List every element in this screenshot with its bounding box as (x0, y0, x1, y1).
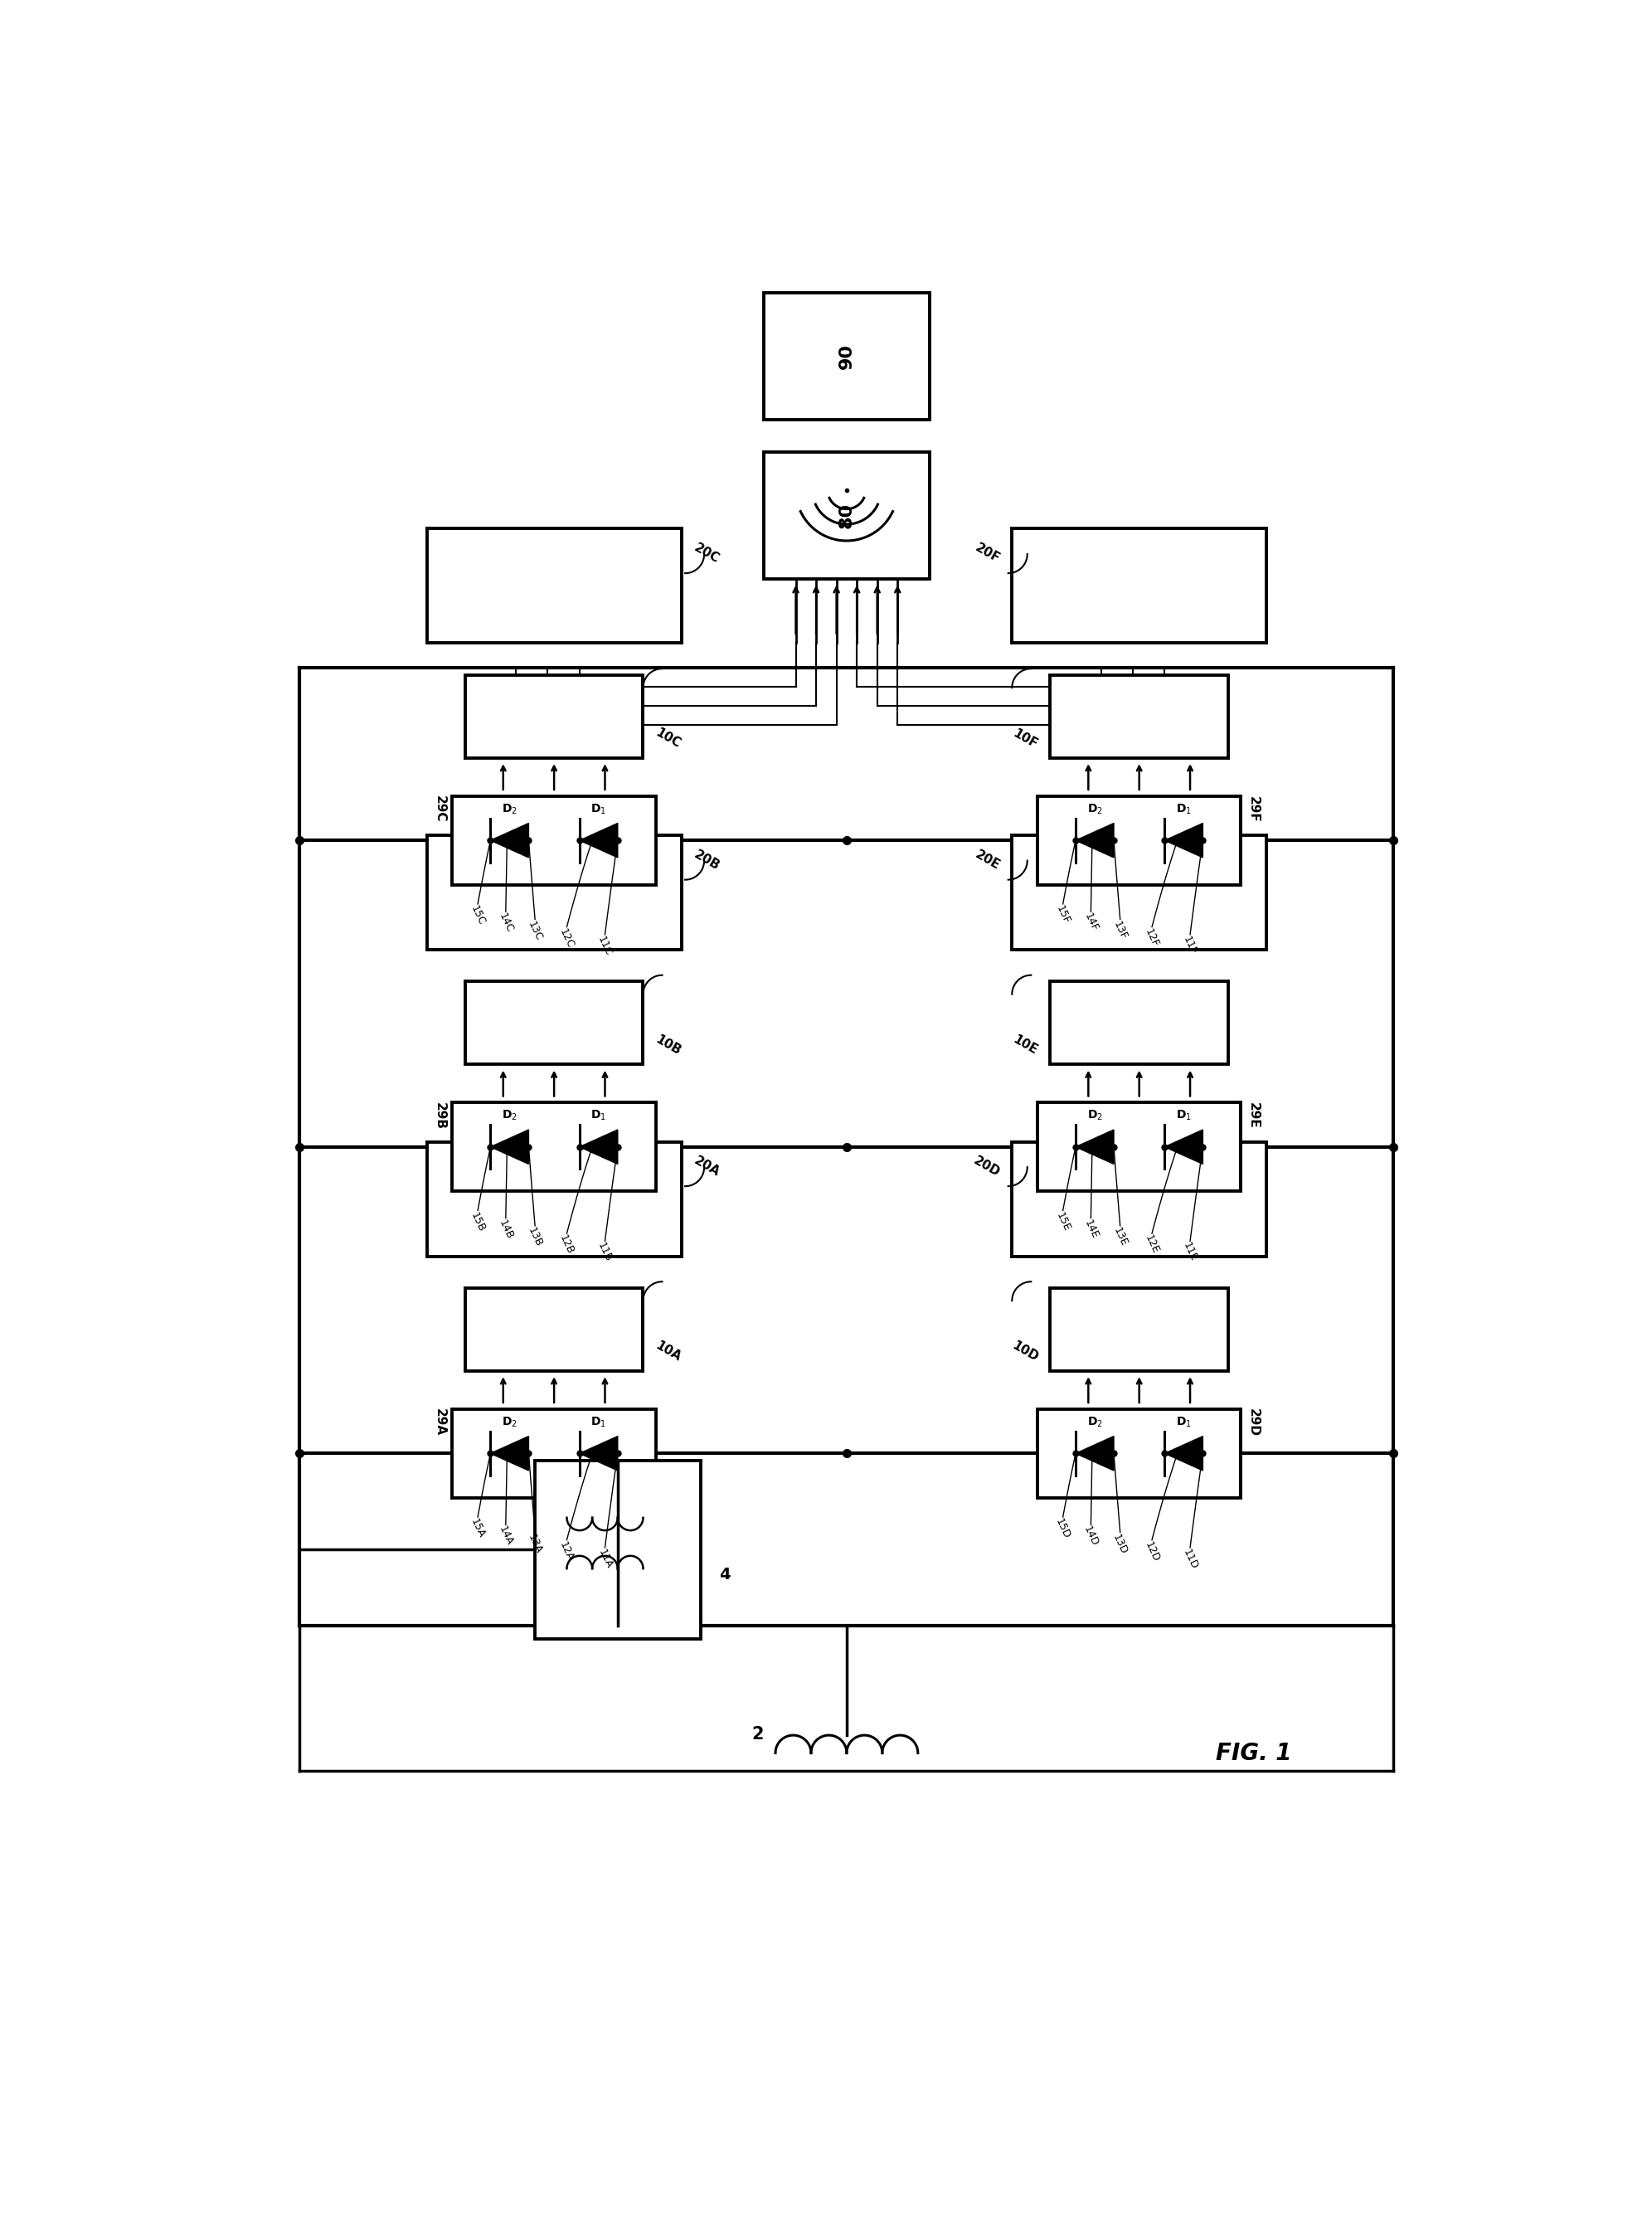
Polygon shape (580, 1129, 618, 1165)
Polygon shape (1075, 824, 1113, 857)
Text: D$_2$: D$_2$ (502, 1109, 517, 1122)
Bar (1013, 1142, 1267, 1256)
Text: 11E: 11E (1181, 1240, 1199, 1263)
Text: 12D: 12D (1143, 1539, 1161, 1563)
Text: 15B: 15B (469, 1211, 487, 1234)
Bar (763, 452, 930, 579)
Text: 11C: 11C (596, 935, 615, 958)
Text: 11F: 11F (1181, 935, 1199, 955)
Text: 80: 80 (838, 503, 856, 528)
Text: 29A: 29A (433, 1407, 446, 1436)
Text: 29C: 29C (433, 795, 446, 822)
Text: 10A: 10A (653, 1338, 684, 1363)
Text: 15E: 15E (1054, 1211, 1072, 1234)
Polygon shape (491, 1129, 529, 1165)
Text: 4: 4 (720, 1568, 730, 1583)
Text: 14D: 14D (1082, 1525, 1100, 1548)
Text: D$_1$: D$_1$ (1176, 802, 1191, 815)
Text: 15F: 15F (1054, 904, 1072, 926)
Text: 13A: 13A (525, 1532, 544, 1554)
Text: 2: 2 (752, 1726, 763, 1742)
Bar (1013, 528, 1267, 644)
Bar (1037, 1410, 1241, 1499)
Text: 12F: 12F (1143, 926, 1161, 949)
Text: 20F: 20F (973, 541, 1001, 566)
Bar (426, 1142, 681, 1256)
Bar (1051, 982, 1229, 1065)
Text: 29E: 29E (1247, 1102, 1260, 1129)
Bar (1037, 795, 1241, 884)
Bar (453, 795, 656, 884)
Text: D$_1$: D$_1$ (1176, 1414, 1191, 1430)
Text: D$_1$: D$_1$ (591, 1109, 606, 1122)
Text: 12E: 12E (1143, 1234, 1161, 1256)
Text: 20E: 20E (973, 848, 1001, 873)
Polygon shape (1165, 1129, 1203, 1165)
Text: 13D: 13D (1110, 1532, 1130, 1557)
Bar (466, 982, 643, 1065)
Text: 29F: 29F (1247, 795, 1260, 822)
Text: D$_2$: D$_2$ (1087, 1109, 1102, 1122)
Text: 20B: 20B (692, 848, 722, 873)
Text: D$_2$: D$_2$ (1087, 802, 1102, 815)
Text: 13E: 13E (1112, 1225, 1130, 1247)
Bar (1037, 1102, 1241, 1191)
Text: D$_2$: D$_2$ (502, 802, 517, 815)
Text: 11D: 11D (1181, 1548, 1199, 1572)
Polygon shape (1075, 1129, 1113, 1165)
Bar (1051, 1287, 1229, 1370)
Text: 10C: 10C (653, 726, 682, 750)
Text: D$_1$: D$_1$ (591, 1414, 606, 1430)
Text: 14C: 14C (497, 911, 515, 935)
Bar (453, 1102, 656, 1191)
Text: 12C: 12C (558, 926, 577, 951)
Bar (426, 528, 681, 644)
Text: FIG. 1: FIG. 1 (1216, 1742, 1292, 1764)
Text: 15D: 15D (1054, 1517, 1072, 1541)
Text: 15A: 15A (469, 1517, 487, 1539)
Text: 10E: 10E (1011, 1033, 1041, 1058)
Text: 15C: 15C (469, 904, 487, 926)
Polygon shape (580, 824, 618, 857)
Text: 11B: 11B (596, 1240, 615, 1265)
Bar (763, 292, 930, 421)
Text: 13F: 13F (1112, 920, 1128, 942)
Text: 90: 90 (838, 343, 856, 370)
Text: 14A: 14A (497, 1525, 515, 1548)
Text: 10B: 10B (653, 1033, 682, 1058)
Text: D$_2$: D$_2$ (502, 1414, 517, 1430)
Text: 12A: 12A (558, 1539, 577, 1563)
Text: 20C: 20C (692, 541, 720, 566)
Text: 10D: 10D (1009, 1338, 1041, 1363)
Text: 14B: 14B (497, 1218, 515, 1240)
Text: 11A: 11A (596, 1548, 615, 1570)
Text: 10F: 10F (1011, 726, 1041, 750)
Text: 13C: 13C (525, 920, 544, 942)
Text: 12B: 12B (558, 1234, 577, 1256)
Text: 20A: 20A (692, 1154, 722, 1178)
Bar (466, 1287, 643, 1370)
Bar (426, 835, 681, 949)
Polygon shape (1165, 1436, 1203, 1470)
Polygon shape (491, 1436, 529, 1470)
Text: 13B: 13B (525, 1225, 544, 1249)
Bar (535, 1461, 700, 1639)
Text: D$_1$: D$_1$ (591, 802, 606, 815)
Text: 29B: 29B (433, 1102, 446, 1129)
Text: 29D: 29D (1247, 1407, 1260, 1436)
Polygon shape (1075, 1436, 1113, 1470)
Polygon shape (1165, 824, 1203, 857)
Bar (453, 1410, 656, 1499)
Text: D$_1$: D$_1$ (1176, 1109, 1191, 1122)
Bar (1051, 675, 1229, 757)
Text: 14E: 14E (1082, 1218, 1100, 1240)
Polygon shape (491, 824, 529, 857)
Text: 14F: 14F (1082, 911, 1100, 933)
Bar (1013, 835, 1267, 949)
Text: D$_2$: D$_2$ (1087, 1414, 1102, 1430)
Bar (466, 675, 643, 757)
Polygon shape (580, 1436, 618, 1470)
Text: 20D: 20D (971, 1154, 1001, 1180)
